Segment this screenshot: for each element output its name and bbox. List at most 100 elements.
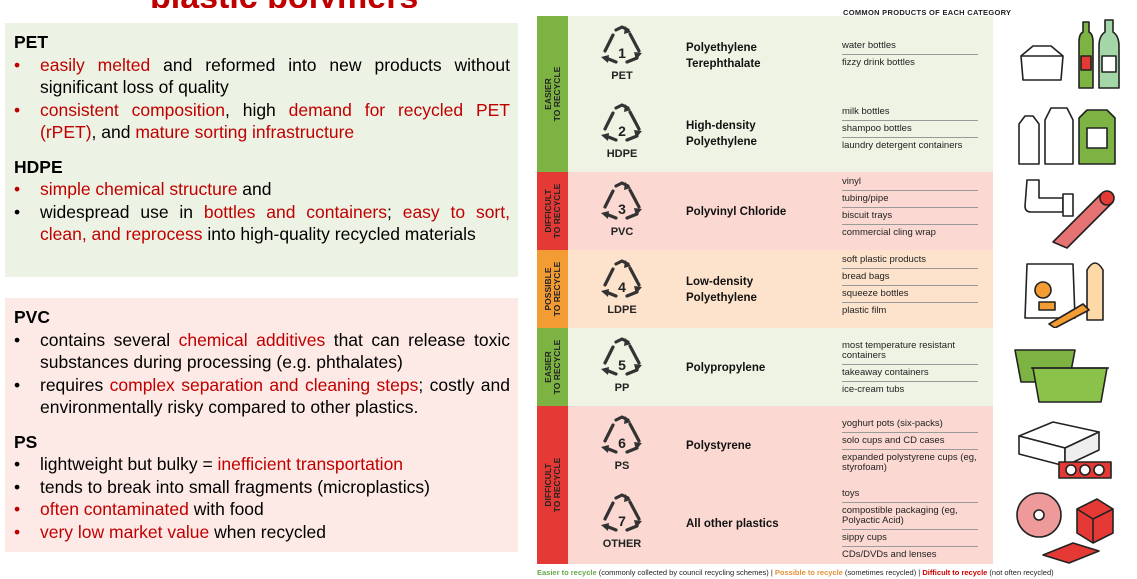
jugs-icon xyxy=(1018,107,1116,165)
resin-code-number: 6 xyxy=(618,435,626,451)
polymer-name: Low-density Polyethylene xyxy=(686,274,757,306)
legend-footer: Easier to recycle (commonly collected by… xyxy=(537,568,1054,577)
disc-and-toy-icon xyxy=(1003,484,1137,569)
polymer-name-line: High-density xyxy=(686,120,756,132)
resin-code-symbol: 2 HDPE xyxy=(589,102,655,162)
highlight-text: inefficient transportation xyxy=(217,454,404,474)
disc-and-toy-icon xyxy=(1016,492,1114,564)
polymer-name-line: Terephthalate xyxy=(686,58,761,70)
product-list: milk bottles shampoo bottles laundry deter… xyxy=(842,104,978,154)
bullet-text: ; xyxy=(387,201,403,222)
category-label: DIFFICULT TO RECYCLE xyxy=(543,457,562,513)
highlight-text: complex separation and cleaning steps xyxy=(109,374,419,395)
resin-code-symbol: 7 OTHER xyxy=(589,492,655,552)
resin-code-number: 2 xyxy=(618,123,626,139)
legend-difficult: Difficult to recycle xyxy=(922,568,988,577)
product-list: soft plastic products bread bags squeeze b… xyxy=(842,252,978,319)
resin-abbreviation: PVC xyxy=(610,226,634,238)
resin-abbreviation: HDPE xyxy=(606,148,638,160)
easy-recycling-panel: PET • easily melted and reformed into new … xyxy=(5,23,518,277)
bullet-item: • lightweight but bulky = inefficient tra… xyxy=(14,453,510,476)
highlight-text: bottles and containers xyxy=(203,201,388,222)
bullet-list: • simple chemical structure and • widesprea… xyxy=(14,178,510,246)
legend-possible-note: (sometimes recycled) | xyxy=(842,568,923,577)
banner-title: plastic polymers xyxy=(150,0,418,8)
category-label: DIFFICULT TO RECYCLE xyxy=(543,184,562,239)
bullet-text: with food xyxy=(188,499,264,519)
category-label-bottom: TO RECYCLE xyxy=(551,457,562,513)
tubs-icon xyxy=(1003,328,1137,411)
bullet-text: ; costly and environmentally risky compa… xyxy=(40,374,510,418)
title-banner: plastic polymers xyxy=(0,0,530,8)
bullet-item: • very low market value when recycled xyxy=(14,521,510,544)
highlight-text: simple chemical structure xyxy=(40,179,238,199)
bullet-text: lightweight but bulky = xyxy=(40,454,218,474)
category-label: EASIER TO RECYCLE xyxy=(543,340,562,395)
product-item: sippy cups xyxy=(842,530,978,547)
category-label-bottom: TO RECYCLE xyxy=(551,261,562,317)
bullet-text: , and xyxy=(91,122,136,142)
plastic-row-other: 7 OTHER All other plastics toys compostible … xyxy=(537,484,993,564)
recycle-triangle-icon xyxy=(601,337,642,376)
product-item: expanded polystyrene cups (eg, styrofoam… xyxy=(842,452,977,473)
bullet-item: • contains several chemical additives tha… xyxy=(14,329,510,374)
pipe-and-wrap-icon xyxy=(1003,172,1137,255)
recycle-triangle-icon xyxy=(601,25,642,64)
resin-code-number: 1 xyxy=(618,45,626,61)
product-list: yoghurt pots (six-packs) solo cups and CD… xyxy=(842,416,978,476)
bullet-dot-icon: • xyxy=(14,476,21,497)
plastic-row-ldpe: 4 LDPE Low-density Polyethylene soft plastic… xyxy=(537,250,993,329)
product-item: squeeze bottles xyxy=(842,286,978,303)
product-item: laundry detergent containers xyxy=(842,140,963,151)
bullet-item: • tends to break into small fragments (mi… xyxy=(14,476,510,499)
highlight-text: easily melted xyxy=(40,54,151,75)
plastic-row-ps: 6 PS Polystyrene yoghurt pots (six-packs) so… xyxy=(537,406,993,485)
product-item: takeaway containers xyxy=(842,365,978,382)
bullet-dot-icon: • xyxy=(14,54,21,75)
bullet-item: • consistent composition, high demand for… xyxy=(14,99,510,144)
polymer-name: Polypropylene xyxy=(686,360,765,376)
bullet-dot-icon: • xyxy=(14,374,21,395)
bullet-list: • easily melted and reformed into new pro… xyxy=(14,54,510,144)
bullet-text: that can release toxic substances during… xyxy=(40,329,510,373)
product-item: shampoo bottles xyxy=(842,121,978,138)
product-item: yoghurt pots (six-packs) xyxy=(842,416,978,433)
polymer-name-line: Polystyrene xyxy=(686,440,752,452)
bullet-dot-icon: • xyxy=(14,99,21,120)
resin-abbreviation: PP xyxy=(614,382,630,394)
foam-box-icon xyxy=(1018,421,1112,479)
highlight-text: easy to sort, clean, and reprocess xyxy=(40,201,510,245)
recycle-triangle-icon xyxy=(601,415,642,454)
products-header: COMMON PRODUCTS OF EACH CATEGORY xyxy=(843,8,1012,17)
resin-abbreviation: PET xyxy=(611,70,633,82)
polymer-name-line: Polypropylene xyxy=(686,362,766,374)
product-item: fizzy drink bottles xyxy=(842,57,915,68)
bullet-text: widespread use in xyxy=(40,201,204,222)
product-item: vinyl xyxy=(842,174,978,191)
polymer-name: Polyethylene Terephthalate xyxy=(686,40,761,72)
highlight-text: often contaminated xyxy=(40,499,189,519)
product-list: water bottles fizzy drink bottles xyxy=(842,38,978,71)
category-label: EASIER TO RECYCLE xyxy=(543,67,562,122)
recycle-triangle-icon xyxy=(601,493,642,532)
highlight-text: consistent composition xyxy=(40,99,226,120)
plastic-row-hdpe: 2 HDPE High-density Polyethylene milk bottle… xyxy=(537,94,993,173)
category-stripe-easier: EASIER TO RECYCLE xyxy=(537,16,568,172)
bottles-and-tray-icon xyxy=(1003,16,1137,99)
resin-code-number: 5 xyxy=(618,357,626,373)
polymer-name-line: Polyethylene xyxy=(686,292,757,304)
product-item: toys xyxy=(842,486,978,503)
category-stripe-easier: EASIER TO RECYCLE xyxy=(537,328,568,406)
resin-abbreviation: LDPE xyxy=(607,304,637,316)
bullet-dot-icon: • xyxy=(14,521,21,542)
product-item: tubing/pipe xyxy=(842,191,978,208)
legend-easier: Easier to recycle xyxy=(537,568,597,577)
highlight-text: mature sorting infrastructure xyxy=(135,122,355,142)
recycling-infographic: COMMON PRODUCTS OF EACH CATEGORY 1 PET Pol… xyxy=(537,0,1137,579)
product-item: milk bottles xyxy=(842,104,978,121)
product-item: bread bags xyxy=(842,269,978,286)
section-title: HDPE xyxy=(14,156,63,177)
bullet-text: when recycled xyxy=(209,521,326,542)
bullet-item: • easily melted and reformed into new pro… xyxy=(14,54,510,99)
highlight-text: demand for recycled PET (rPET) xyxy=(40,99,510,143)
